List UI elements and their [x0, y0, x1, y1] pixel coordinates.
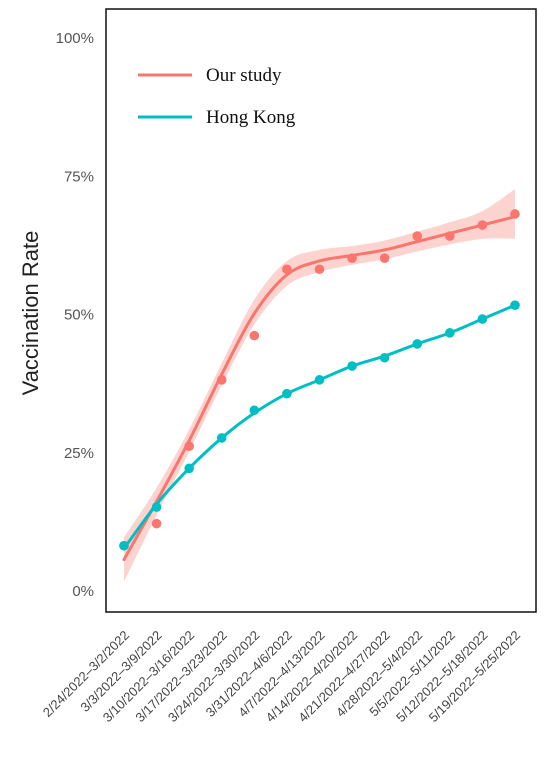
hong-kong-legend-label: Hong Kong: [206, 107, 296, 128]
our-study-data-point: [282, 264, 292, 275]
our-study-data-point: [314, 264, 325, 275]
y-tick-label: 100%: [56, 30, 94, 47]
hong-kong-data-point: [347, 361, 357, 371]
hong-kong-data-point: [151, 502, 162, 512]
our-study-data-point: [445, 231, 455, 241]
hong-kong-data-point: [282, 388, 292, 399]
plot-panel: [105, 8, 537, 613]
hong-kong-data-point: [412, 339, 423, 349]
y-tick-label: 50%: [64, 307, 94, 324]
our-study-data-point: [412, 231, 423, 241]
our-study-data-point: [347, 253, 357, 263]
y-tick-label: 25%: [64, 445, 94, 462]
our-study-data-point: [216, 375, 227, 385]
our-study-data-point: [184, 441, 194, 452]
hong-kong-data-point: [216, 433, 227, 443]
legend: Our study Hong Kong: [138, 65, 296, 128]
y-tick-label: 0%: [72, 583, 94, 600]
hong-kong-data-point: [119, 540, 129, 551]
hong-kong-data-point: [314, 375, 325, 385]
our-study-data-point: [510, 209, 520, 219]
our-study-data-point: [249, 330, 260, 341]
hong-kong-data-point: [445, 328, 455, 338]
hong-kong-data-point: [249, 405, 260, 416]
y-axis-label: Vaccination Rate: [18, 231, 43, 396]
y-tick-label: 75%: [64, 168, 94, 185]
our-study-data-point: [151, 518, 162, 529]
our-study-data-point: [477, 220, 488, 230]
hong-kong-data-point: [477, 314, 488, 324]
our-study-legend-label: Our study: [206, 65, 282, 86]
hong-kong-data-point: [510, 300, 520, 311]
hong-kong-data-point: [379, 352, 390, 363]
our-study-data-point: [379, 253, 390, 263]
hong-kong-data-point: [184, 463, 194, 474]
